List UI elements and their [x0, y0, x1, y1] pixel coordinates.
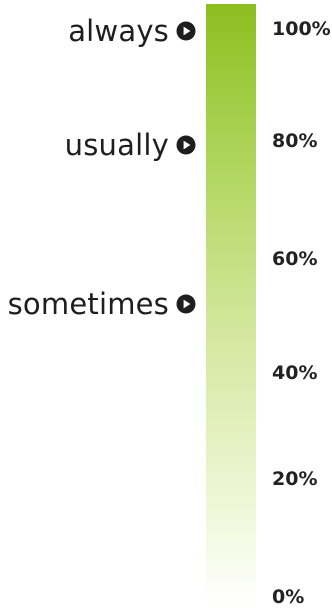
term-sometimes: sometimes — [8, 284, 196, 324]
term-always: always — [68, 11, 196, 51]
scale-label-40: 40% — [272, 362, 318, 384]
term-label-usually: usually — [64, 127, 169, 162]
play-circle-icon — [176, 135, 196, 155]
scale-label-0: 0% — [272, 586, 305, 608]
scale-label-60: 60% — [272, 248, 318, 270]
term-label-always: always — [68, 13, 169, 48]
play-circle-icon — [176, 21, 196, 41]
gradient-scale-bar — [206, 4, 256, 608]
scale-label-80: 80% — [272, 130, 318, 152]
term-label-sometimes: sometimes — [7, 286, 169, 321]
play-circle-icon — [176, 294, 196, 314]
term-usually: usually — [65, 125, 196, 165]
scale-label-20: 20% — [272, 468, 318, 490]
scale-label-100: 100% — [272, 18, 331, 40]
